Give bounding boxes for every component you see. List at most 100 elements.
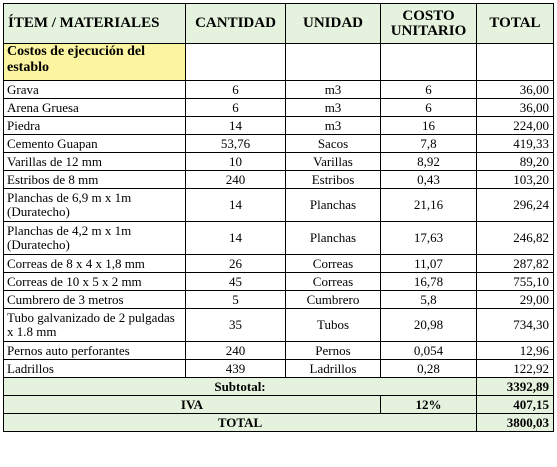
cell-total: 287,82 bbox=[476, 254, 554, 273]
cell-item: Correas de 8 x 4 x 1,8 mm bbox=[3, 254, 186, 273]
subtotal-label: Subtotal: bbox=[3, 377, 477, 396]
cell-unidad: Ladrillos bbox=[285, 359, 381, 378]
cell-cantidad: 14 bbox=[185, 188, 286, 222]
cell-costo-unitario: 0,28 bbox=[380, 359, 477, 378]
cell-item: Estribos de 8 mm bbox=[3, 170, 186, 189]
table-row: Planchas de 4,2 m x 1m (Duratecho) 14 Plan… bbox=[3, 221, 554, 255]
section-title: Costos de ejecución del establo bbox=[3, 43, 186, 81]
cell-unidad: m3 bbox=[285, 116, 381, 135]
cell-unidad: Sacos bbox=[285, 134, 381, 153]
subtotal-row: Subtotal: 3392,89 bbox=[3, 377, 554, 396]
cell-total: 29,00 bbox=[476, 290, 554, 309]
cell-costo-unitario: 0,43 bbox=[380, 170, 477, 189]
cell-item: Varillas de 12 mm bbox=[3, 152, 186, 171]
cell-costo-unitario: 11,07 bbox=[380, 254, 477, 273]
cell-total: 246,82 bbox=[476, 221, 554, 255]
cell-cantidad: 6 bbox=[185, 80, 286, 99]
cell-total: 36,00 bbox=[476, 80, 554, 99]
cell-unidad: Planchas bbox=[285, 188, 381, 222]
cell-unidad: Cumbrero bbox=[285, 290, 381, 309]
cell-unidad: Estribos bbox=[285, 170, 381, 189]
cost-table: ÍTEM / MATERIALES CANTIDAD UNIDAD COSTO … bbox=[3, 3, 554, 432]
cell-total: 12,96 bbox=[476, 341, 554, 360]
table-row: Arena Gruesa 6 m3 6 36,00 bbox=[3, 98, 554, 117]
total-value: 3800,03 bbox=[476, 413, 554, 432]
cell-costo-unitario: 17,63 bbox=[380, 221, 477, 255]
section-empty-cell bbox=[285, 43, 381, 81]
cell-cantidad: 240 bbox=[185, 170, 286, 189]
cell-unidad: Planchas bbox=[285, 221, 381, 255]
table-row: Varillas de 12 mm 10 Varillas 8,92 89,20 bbox=[3, 152, 554, 171]
cell-unidad: Correas bbox=[285, 272, 381, 291]
cell-costo-unitario: 6 bbox=[380, 80, 477, 99]
cell-unidad: Varillas bbox=[285, 152, 381, 171]
cell-total: 89,20 bbox=[476, 152, 554, 171]
cell-item: Cumbrero de 3 metros bbox=[3, 290, 186, 309]
section-empty-cell bbox=[380, 43, 477, 81]
total-row: TOTAL 3800,03 bbox=[3, 413, 554, 432]
cell-costo-unitario: 16 bbox=[380, 116, 477, 135]
cell-total: 224,00 bbox=[476, 116, 554, 135]
cell-cantidad: 6 bbox=[185, 98, 286, 117]
cell-total: 419,33 bbox=[476, 134, 554, 153]
cell-total: 103,20 bbox=[476, 170, 554, 189]
cell-item: Piedra bbox=[3, 116, 186, 135]
cell-unidad: m3 bbox=[285, 80, 381, 99]
header-cantidad: CANTIDAD bbox=[185, 3, 286, 44]
table-row: Correas de 10 x 5 x 2 mm 45 Correas 16,78 75… bbox=[3, 272, 554, 291]
cell-unidad: Correas bbox=[285, 254, 381, 273]
cell-item: Pernos auto perforantes bbox=[3, 341, 186, 360]
header-item: ÍTEM / MATERIALES bbox=[3, 3, 186, 44]
cell-costo-unitario: 6 bbox=[380, 98, 477, 117]
table-row: Ladrillos 439 Ladrillos 0,28 122,92 bbox=[3, 359, 554, 378]
table-row: Piedra 14 m3 16 224,00 bbox=[3, 116, 554, 135]
cell-unidad: Pernos bbox=[285, 341, 381, 360]
cell-cantidad: 5 bbox=[185, 290, 286, 309]
cell-item: Cemento Guapan bbox=[3, 134, 186, 153]
cell-cantidad: 439 bbox=[185, 359, 286, 378]
iva-row: IVA 12% 407,15 bbox=[3, 395, 554, 414]
section-empty-cell bbox=[476, 43, 554, 81]
table-row: Estribos de 8 mm 240 Estribos 0,43 103,20 bbox=[3, 170, 554, 189]
cell-total: 296,24 bbox=[476, 188, 554, 222]
section-empty-cell bbox=[185, 43, 286, 81]
cell-cantidad: 53,76 bbox=[185, 134, 286, 153]
cell-item: Ladrillos bbox=[3, 359, 186, 378]
cell-total: 755,10 bbox=[476, 272, 554, 291]
cell-item: Grava bbox=[3, 80, 186, 99]
table-row: Cemento Guapan 53,76 Sacos 7,8 419,33 bbox=[3, 134, 554, 153]
iva-value: 407,15 bbox=[476, 395, 554, 414]
cell-unidad: m3 bbox=[285, 98, 381, 117]
cell-total: 734,30 bbox=[476, 308, 554, 342]
iva-percent: 12% bbox=[380, 395, 477, 414]
cell-cantidad: 10 bbox=[185, 152, 286, 171]
cell-unidad: Tubos bbox=[285, 308, 381, 342]
cell-costo-unitario: 20,98 bbox=[380, 308, 477, 342]
header-row: ÍTEM / MATERIALES CANTIDAD UNIDAD COSTO … bbox=[3, 3, 554, 44]
table-row: Planchas de 6,9 m x 1m (Duratecho) 14 Plan… bbox=[3, 188, 554, 222]
cell-item: Planchas de 6,9 m x 1m (Duratecho) bbox=[3, 188, 186, 222]
cell-cantidad: 35 bbox=[185, 308, 286, 342]
header-total: TOTAL bbox=[476, 3, 554, 44]
subtotal-value: 3392,89 bbox=[476, 377, 554, 396]
cell-total: 36,00 bbox=[476, 98, 554, 117]
table-body: Costos de ejecución del establo Grava 6 m3… bbox=[3, 43, 554, 378]
cell-total: 122,92 bbox=[476, 359, 554, 378]
table-row: Pernos auto perforantes 240 Pernos 0,054 12,… bbox=[3, 341, 554, 360]
section-row: Costos de ejecución del establo bbox=[3, 43, 554, 81]
cell-costo-unitario: 7,8 bbox=[380, 134, 477, 153]
cell-costo-unitario: 5,8 bbox=[380, 290, 477, 309]
cell-item: Arena Gruesa bbox=[3, 98, 186, 117]
cell-costo-unitario: 0,054 bbox=[380, 341, 477, 360]
table-row: Grava 6 m3 6 36,00 bbox=[3, 80, 554, 99]
cost-table-container: ÍTEM / MATERIALES CANTIDAD UNIDAD COSTO … bbox=[3, 3, 554, 432]
table-row: Cumbrero de 3 metros 5 Cumbrero 5,8 29,00 bbox=[3, 290, 554, 309]
header-unidad: UNIDAD bbox=[285, 3, 381, 44]
header-costo-unitario: COSTO UNITARIO bbox=[380, 3, 477, 44]
total-label: TOTAL bbox=[3, 413, 477, 432]
cell-costo-unitario: 16,78 bbox=[380, 272, 477, 291]
cell-costo-unitario: 21,16 bbox=[380, 188, 477, 222]
cell-cantidad: 45 bbox=[185, 272, 286, 291]
cell-cantidad: 26 bbox=[185, 254, 286, 273]
iva-label: IVA bbox=[3, 395, 381, 414]
